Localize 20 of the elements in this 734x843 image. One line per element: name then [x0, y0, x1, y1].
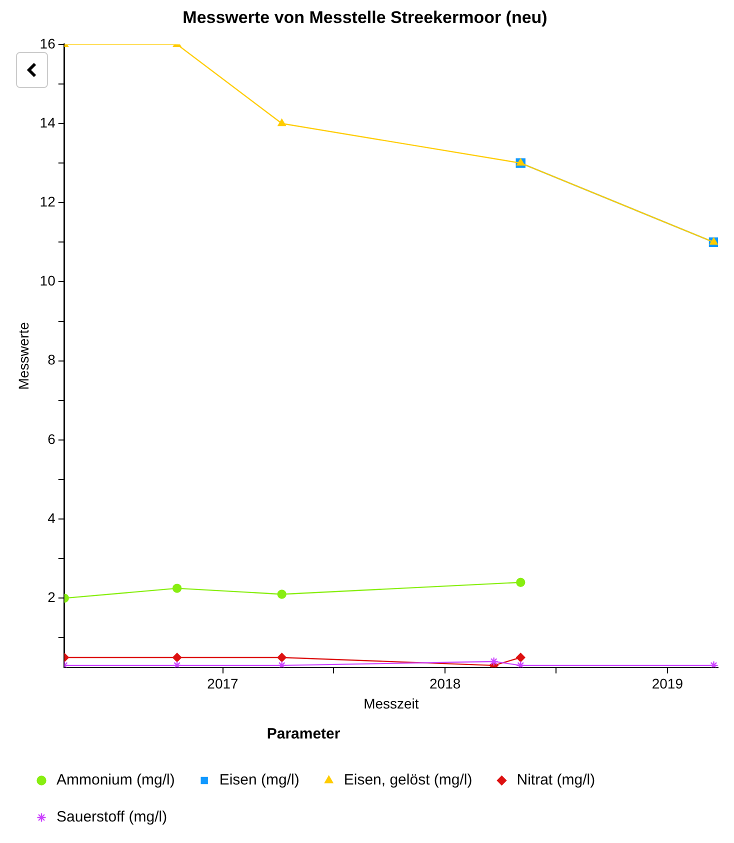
legend-label: Ammonium (mg/l): [56, 772, 175, 789]
x-tick-label: 2018: [430, 676, 461, 692]
legend-title: Parameter: [266, 726, 340, 743]
x-tick-label: 2017: [207, 676, 239, 692]
y-tick-label: 16: [40, 35, 56, 52]
x-tick-label: 2019: [652, 676, 684, 692]
y-tick-label: 10: [40, 272, 56, 289]
legend-label: Nitrat (mg/l): [516, 772, 596, 789]
legend-label: Eisen, gelöst (mg/l): [344, 772, 472, 789]
legend-label: Sauerstoff (mg/l): [56, 808, 168, 826]
chart-title: Messwerte von Messtelle Streekermoor (neu): [182, 8, 548, 27]
y-tick-label: 2: [48, 589, 56, 606]
x-axis-title: Messzeit: [364, 695, 419, 712]
y-tick-label: 12: [40, 193, 56, 210]
legend-label: Eisen (mg/l): [219, 772, 300, 789]
y-tick-label: 4: [48, 510, 56, 526]
y-axis-title: Messwerte: [15, 322, 32, 390]
y-tick-label: 6: [48, 430, 56, 447]
y-tick-label: 14: [40, 114, 56, 130]
y-tick-label: 8: [48, 352, 56, 368]
